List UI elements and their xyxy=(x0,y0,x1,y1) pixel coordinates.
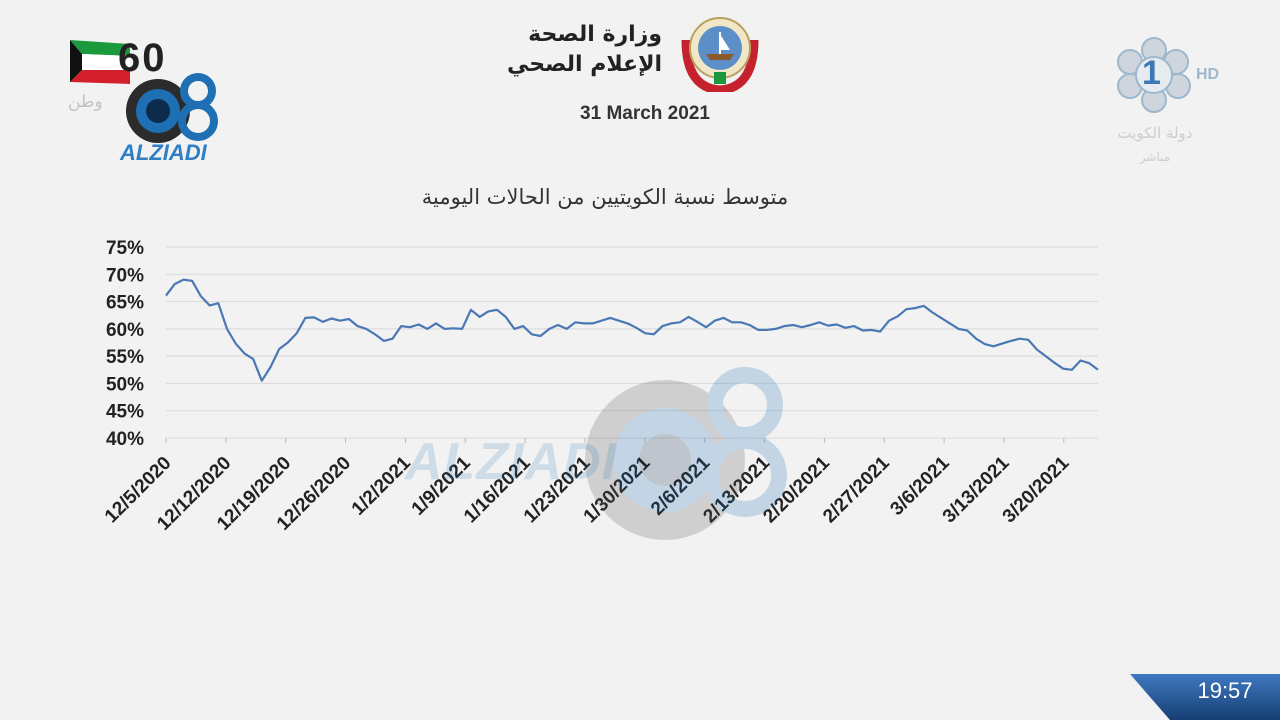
brand-watermark-large-text: ALZIADI xyxy=(405,433,618,491)
y-tick-label: 55% xyxy=(106,347,144,368)
clock-bar xyxy=(1130,674,1280,720)
flag-number: 60 xyxy=(118,36,167,80)
channel-name: دولة الكويت xyxy=(1117,124,1193,142)
channel-number: 1 xyxy=(1142,54,1161,92)
q8-camera-logo-icon xyxy=(126,73,218,143)
y-tick-label: 75% xyxy=(106,238,144,259)
q8-watermark-icon xyxy=(585,367,787,540)
kuwait-emblem-icon xyxy=(681,17,759,92)
y-tick-label: 65% xyxy=(106,293,144,314)
channel-hd-badge: HD xyxy=(1196,66,1220,83)
x-tick-label: 3/20/2021 xyxy=(999,452,1074,527)
y-tick-label: 70% xyxy=(106,265,144,286)
y-tick-label: 45% xyxy=(106,402,144,423)
chart-title: متوسط نسبة الكويتيين من الحالات اليومية xyxy=(421,185,789,209)
ministry-name: وزارة الصحة xyxy=(528,22,662,47)
brand-watermark-text: ALZIADI xyxy=(120,140,207,165)
kuwait-tv-channel-logo-icon xyxy=(1117,37,1191,113)
y-tick-label: 40% xyxy=(106,429,144,450)
ministry-department: الإعلام الصحي xyxy=(506,52,662,77)
y-tick-label: 50% xyxy=(106,374,144,395)
channel-live-label: مباشر xyxy=(1139,150,1171,164)
clock-time: 19:57 xyxy=(1197,678,1253,703)
y-tick-label: 60% xyxy=(106,320,144,341)
report-date: 31 March 2021 xyxy=(580,103,710,124)
kuwait-flag-icon xyxy=(70,40,130,84)
x-tick-label: 2/27/2021 xyxy=(819,452,894,527)
series-line xyxy=(165,278,1099,382)
flag-text: وطن xyxy=(68,92,103,112)
